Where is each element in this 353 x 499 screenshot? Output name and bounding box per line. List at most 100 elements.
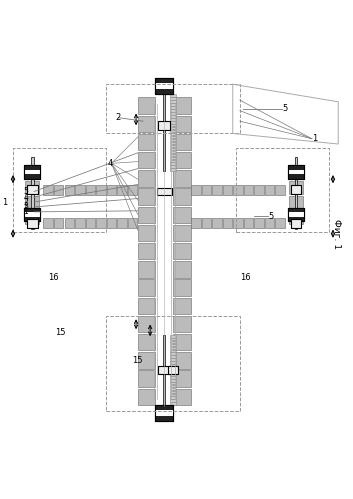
Bar <box>265 185 274 195</box>
Bar <box>170 355 176 358</box>
Bar <box>170 399 176 402</box>
Bar <box>289 166 303 179</box>
Bar <box>168 366 178 374</box>
Bar <box>75 218 85 228</box>
Bar <box>24 208 40 221</box>
Bar <box>25 181 40 194</box>
Bar <box>158 366 170 374</box>
Bar <box>170 109 176 112</box>
Bar <box>138 189 155 205</box>
Text: Фиг. 1: Фиг. 1 <box>332 219 341 249</box>
Bar <box>170 358 176 361</box>
Bar <box>170 118 176 121</box>
Text: 5: 5 <box>24 187 29 196</box>
Bar <box>24 166 40 179</box>
Bar <box>27 219 37 228</box>
Bar <box>170 151 176 153</box>
Bar <box>170 385 176 387</box>
Bar <box>86 218 95 228</box>
Bar <box>107 185 116 195</box>
Bar <box>170 163 176 165</box>
Bar <box>173 116 191 132</box>
Bar <box>170 394 176 396</box>
Bar <box>138 298 155 314</box>
Bar <box>173 370 191 387</box>
Text: 15: 15 <box>132 356 143 365</box>
Bar <box>170 148 176 150</box>
Bar <box>24 208 40 221</box>
Bar <box>173 152 191 169</box>
Bar <box>117 185 127 195</box>
Bar <box>13 148 106 232</box>
Bar <box>173 225 191 241</box>
Bar <box>170 361 176 364</box>
Text: 3: 3 <box>24 203 29 212</box>
Bar <box>173 243 191 259</box>
Bar <box>54 218 64 228</box>
Bar <box>191 185 201 195</box>
Text: 5: 5 <box>282 104 287 113</box>
Bar <box>138 207 155 223</box>
Bar <box>138 279 155 296</box>
Bar <box>138 134 155 150</box>
Bar <box>170 367 176 370</box>
Bar <box>155 78 173 94</box>
Bar <box>170 100 176 103</box>
Bar <box>24 166 40 168</box>
Bar <box>75 185 85 195</box>
Bar <box>173 261 191 277</box>
Bar <box>173 298 191 314</box>
Bar <box>155 418 173 421</box>
Bar <box>170 97 176 100</box>
Text: 2: 2 <box>115 113 120 122</box>
Bar <box>244 185 253 195</box>
Bar <box>107 218 116 228</box>
Bar <box>170 130 176 132</box>
Bar <box>24 176 40 179</box>
Bar <box>25 166 40 179</box>
Bar <box>138 225 155 241</box>
Bar <box>170 391 176 393</box>
Bar <box>163 335 166 405</box>
Text: 15: 15 <box>55 328 66 337</box>
Bar <box>170 133 176 135</box>
Bar <box>155 78 173 81</box>
Bar <box>170 388 176 390</box>
Bar <box>233 185 243 195</box>
Bar <box>138 97 155 114</box>
Bar <box>170 373 176 376</box>
Bar <box>25 196 40 209</box>
Bar <box>170 142 176 144</box>
Bar <box>170 139 176 141</box>
Bar <box>170 160 176 162</box>
Bar <box>173 316 191 332</box>
Bar <box>170 169 176 171</box>
Bar <box>106 316 240 411</box>
Bar <box>138 152 155 169</box>
Text: 1: 1 <box>2 198 8 207</box>
Bar <box>288 208 304 221</box>
Bar <box>155 410 173 416</box>
Bar <box>255 218 264 228</box>
Bar <box>170 335 176 337</box>
Text: 1: 1 <box>24 208 28 217</box>
Bar <box>170 350 176 352</box>
Bar <box>288 166 304 179</box>
Bar <box>173 97 191 114</box>
Bar <box>170 347 176 349</box>
Bar <box>291 219 301 228</box>
Bar <box>275 185 285 195</box>
Bar <box>138 370 155 387</box>
Bar <box>288 208 304 210</box>
Bar <box>24 219 40 221</box>
Text: 16: 16 <box>240 273 250 282</box>
Bar <box>155 83 173 89</box>
Bar <box>223 185 232 195</box>
Bar <box>170 379 176 382</box>
Bar <box>170 376 176 379</box>
Bar <box>86 185 95 195</box>
Bar <box>212 218 222 228</box>
Text: 16: 16 <box>48 273 59 282</box>
Bar <box>170 166 176 168</box>
Bar <box>31 157 34 229</box>
